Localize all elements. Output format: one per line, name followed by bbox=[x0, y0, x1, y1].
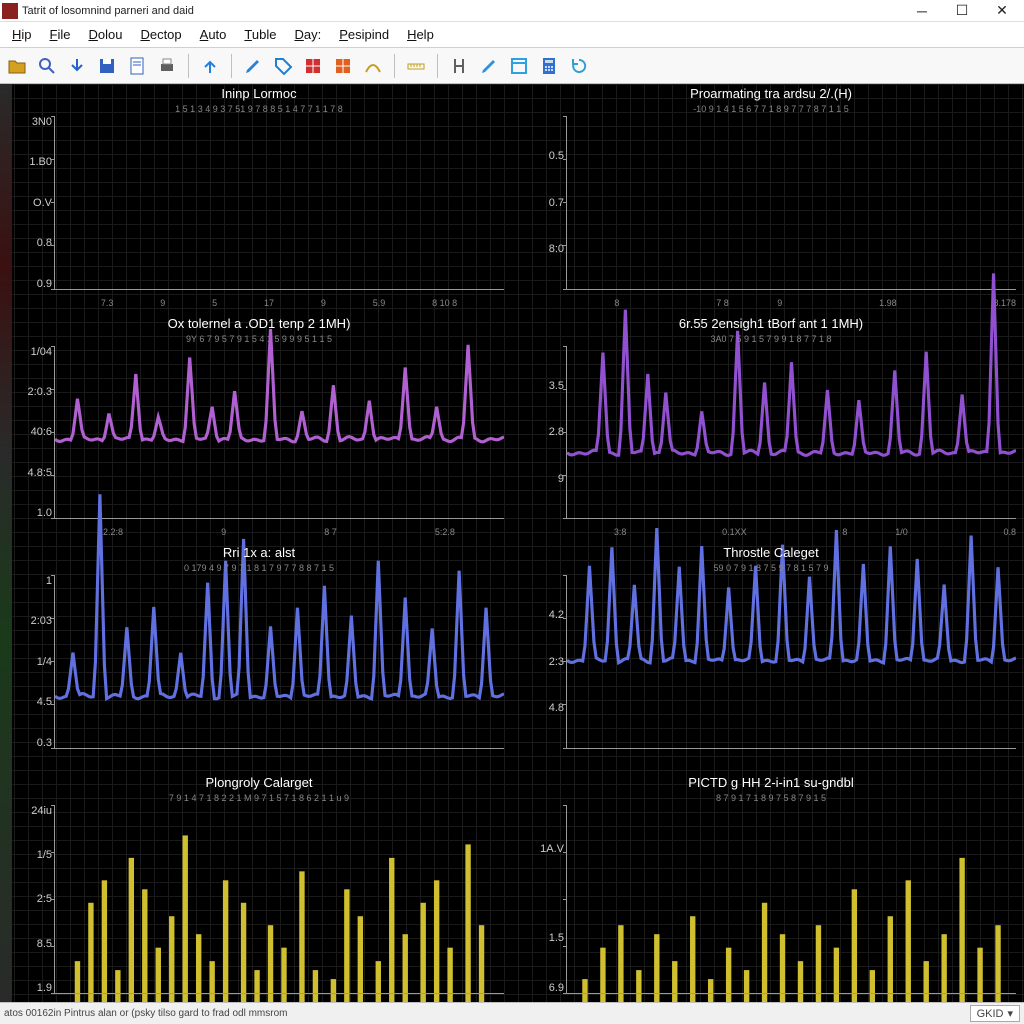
status-mode[interactable]: GKID ▾ bbox=[970, 1005, 1020, 1022]
down-arrow-icon[interactable] bbox=[64, 53, 90, 79]
status-text: atos 00162in Pintrus alan or (psky tilso… bbox=[4, 1008, 970, 1019]
menu-help[interactable]: Help bbox=[399, 24, 442, 45]
menu-hip[interactable]: Hip bbox=[4, 24, 40, 45]
panel-title: PICTD g HH 2-i-in1 su-gndbl bbox=[524, 775, 1018, 793]
curve-icon[interactable] bbox=[360, 53, 386, 79]
panel-title: Ininp Lormoc bbox=[12, 86, 506, 104]
new-icon[interactable] bbox=[124, 53, 150, 79]
panel-subtitle: 0 179 4 9 7 9 7 1 8 1 7 9 7 7 8 8 7 1 5 bbox=[12, 563, 506, 575]
chart-panel-5[interactable]: Throstle Caleget59 0 7 9 1 8 7 5 9 7 8 1… bbox=[512, 543, 1024, 773]
menu-auto[interactable]: Auto bbox=[192, 24, 235, 45]
panel-title: Rri 1x a: alst bbox=[12, 545, 506, 563]
save-icon[interactable] bbox=[94, 53, 120, 79]
y-axis-labels: 0.50.78:0 bbox=[522, 116, 564, 290]
chart-panel-6[interactable]: Plongroly Calarget7 9 1 4 7 1 8 2 2 1 M … bbox=[0, 773, 512, 1003]
status-mode-label: GKID bbox=[977, 1008, 1004, 1020]
statusbar: atos 00162in Pintrus alan or (psky tilso… bbox=[0, 1002, 1024, 1024]
chart-panel-7[interactable]: PICTD g HH 2-i-in1 su-gndbl8 7 9 1 7 1 8… bbox=[512, 773, 1024, 1003]
tag-icon[interactable] bbox=[270, 53, 296, 79]
ruler-icon[interactable] bbox=[403, 53, 429, 79]
maximize-button[interactable]: ☐ bbox=[942, 0, 982, 22]
calc-icon[interactable] bbox=[536, 53, 562, 79]
y-axis-labels: 1/042:0.340:64.8:51.0 bbox=[10, 346, 52, 520]
panel-subtitle: 9Y 6 7 9 5 7 9 1 5 4 1 5 9 9 9 5 1 1 5 bbox=[12, 334, 506, 346]
panel-title: Ox tolernel a .OD1 tenp 2 1MH) bbox=[12, 316, 506, 334]
highlight-icon[interactable] bbox=[476, 53, 502, 79]
chart-panel-4[interactable]: Rri 1x a: alst0 179 4 9 7 9 7 1 8 1 7 9 … bbox=[0, 543, 512, 773]
up-arrow-icon[interactable] bbox=[197, 53, 223, 79]
menu-dectop[interactable]: Dectop bbox=[132, 24, 189, 45]
grid-red-icon[interactable] bbox=[300, 53, 326, 79]
plot-area bbox=[54, 116, 504, 290]
toolbar-separator bbox=[188, 54, 189, 78]
chart-panel-1[interactable]: Proarmating tra ardsu 2/.(H)-10 9 1 4 1 … bbox=[512, 84, 1024, 314]
panel-subtitle: -10 9 1 4 1 5 6 7 7 1 8 9 7 7 7 8 7 1 1 … bbox=[524, 104, 1018, 116]
chart-panel-2[interactable]: Ox tolernel a .OD1 tenp 2 1MH)9Y 6 7 9 5… bbox=[0, 314, 512, 544]
dropdown-icon: ▾ bbox=[1007, 1007, 1013, 1020]
app-icon bbox=[2, 3, 18, 19]
y-axis-labels: 24iu1/52:58.51.9 bbox=[10, 805, 52, 995]
panel-title: Throstle Caleget bbox=[524, 545, 1018, 563]
trace-line bbox=[55, 805, 504, 1003]
panel-title: Proarmating tra ardsu 2/.(H) bbox=[524, 86, 1018, 104]
chart-panel-0[interactable]: Ininp Lormoc1 5 1 3 4 9 3 7 51 9 7 8 8 5… bbox=[0, 84, 512, 314]
close-button[interactable]: ✕ bbox=[982, 0, 1022, 22]
plot-area bbox=[54, 346, 504, 520]
panel-title: Plongroly Calarget bbox=[12, 775, 506, 793]
minimize-button[interactable]: ─ bbox=[902, 0, 942, 22]
y-axis-labels: 12:031/44.50.3 bbox=[10, 575, 52, 749]
menu-dolou[interactable]: Dolou bbox=[80, 24, 130, 45]
pen-icon[interactable] bbox=[240, 53, 266, 79]
plot-area bbox=[566, 116, 1016, 290]
menu-pesipind[interactable]: Pesipind bbox=[331, 24, 397, 45]
chart-panel-3[interactable]: 6r.55 2ensigh1 tBorf ant 1 1MH)3A0 7 5 9… bbox=[512, 314, 1024, 544]
window-icon[interactable] bbox=[506, 53, 532, 79]
panel-subtitle: 8 7 9 1 7 1 8 9 7 5 8 7 9 1 5 bbox=[524, 793, 1018, 805]
toolbar-separator bbox=[437, 54, 438, 78]
y-axis-labels: 3N01.B0O.V0.80.9 bbox=[10, 116, 52, 290]
toolbar-separator bbox=[394, 54, 395, 78]
refresh-icon[interactable] bbox=[566, 53, 592, 79]
plot-area bbox=[566, 346, 1016, 520]
panel-subtitle: 1 5 1 3 4 9 3 7 51 9 7 8 8 5 1 4 7 7 1 1… bbox=[12, 104, 506, 116]
menubar: HipFileDolouDectopAutoTubleDay:PesipindH… bbox=[0, 22, 1024, 48]
plot-area bbox=[566, 805, 1016, 995]
y-axis-labels: 1A.V1.56.9 bbox=[522, 805, 564, 995]
y-axis-labels: 3.52.89 bbox=[522, 346, 564, 520]
y-axis-labels: 4.22:34.8 bbox=[522, 575, 564, 749]
caliper-icon[interactable] bbox=[446, 53, 472, 79]
window-controls: ─ ☐ ✕ bbox=[902, 0, 1022, 22]
trace-line bbox=[567, 805, 1016, 1003]
plot-area bbox=[566, 575, 1016, 749]
toolbar-separator bbox=[231, 54, 232, 78]
chart-workspace: Ininp Lormoc1 5 1 3 4 9 3 7 51 9 7 8 8 5… bbox=[0, 84, 1024, 1002]
plot-area bbox=[54, 805, 504, 995]
menu-file[interactable]: File bbox=[42, 24, 79, 45]
window-title: Tatrit of losomnind parneri and daid bbox=[22, 5, 902, 17]
menu-tuble[interactable]: Tuble bbox=[236, 24, 284, 45]
chart-panels: Ininp Lormoc1 5 1 3 4 9 3 7 51 9 7 8 8 5… bbox=[0, 84, 1024, 1002]
panel-subtitle: 59 0 7 9 1 8 7 5 9 7 8 1 5 7 9 bbox=[524, 563, 1018, 575]
panel-subtitle: 3A0 7 5 9 1 5 7 9 9 1 8 7 7 1 8 bbox=[524, 334, 1018, 346]
menu-day[interactable]: Day: bbox=[286, 24, 329, 45]
print-icon[interactable] bbox=[154, 53, 180, 79]
plot-area bbox=[54, 575, 504, 749]
grid-orange-icon[interactable] bbox=[330, 53, 356, 79]
toolbar bbox=[0, 48, 1024, 84]
search-icon[interactable] bbox=[34, 53, 60, 79]
panel-title: 6r.55 2ensigh1 tBorf ant 1 1MH) bbox=[524, 316, 1018, 334]
panel-subtitle: 7 9 1 4 7 1 8 2 2 1 M 9 7 1 5 7 1 8 6 2 … bbox=[12, 793, 506, 805]
open-icon[interactable] bbox=[4, 53, 30, 79]
left-gutter bbox=[0, 84, 12, 1002]
titlebar: Tatrit of losomnind parneri and daid ─ ☐… bbox=[0, 0, 1024, 22]
